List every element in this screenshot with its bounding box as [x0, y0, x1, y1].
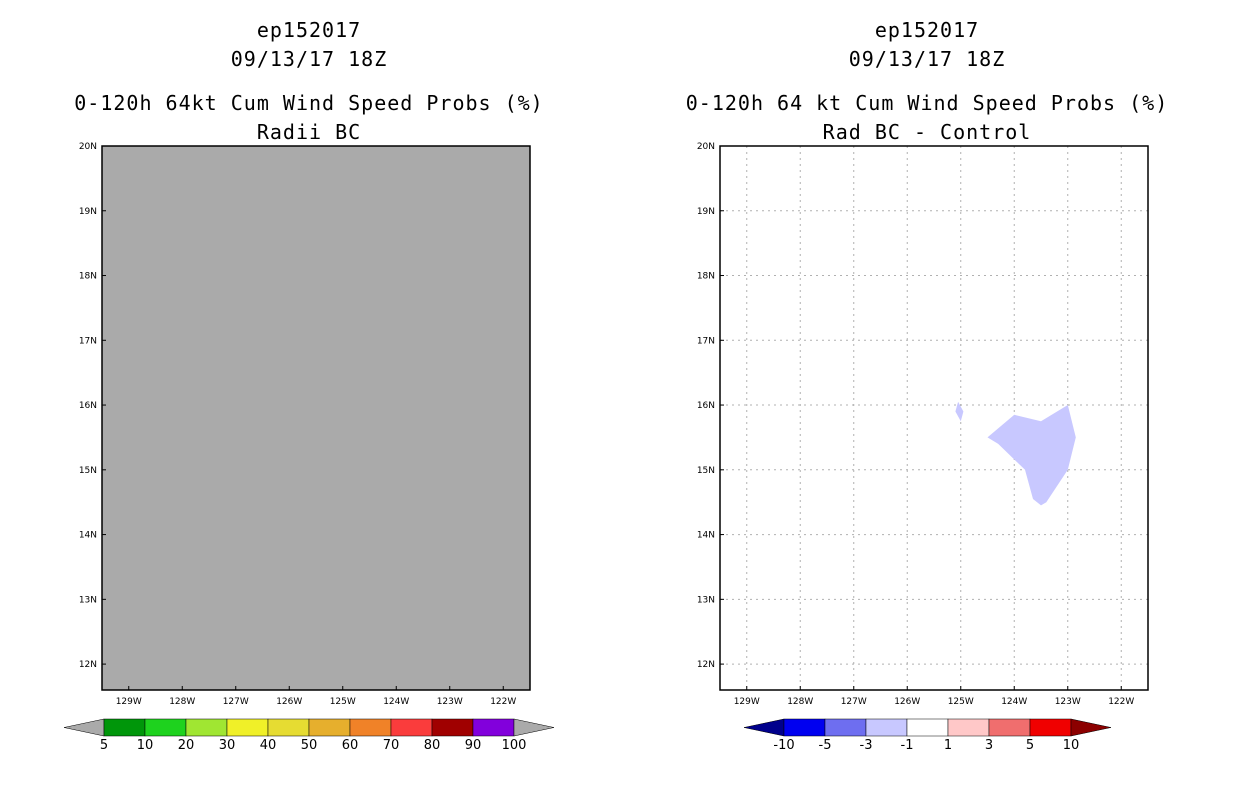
- colorbar-label: 100: [502, 738, 527, 753]
- colorbar-label: 5: [1026, 738, 1034, 753]
- colorbar-label: 10: [1063, 738, 1080, 753]
- colorbar-segment: [431, 718, 474, 737]
- y-tick-label: 15N: [79, 466, 97, 476]
- x-tick-label: 122W: [490, 697, 516, 707]
- y-tick-label: 14N: [697, 531, 715, 541]
- x-tick-label: 127W: [223, 697, 249, 707]
- colorbar-segment: [390, 718, 433, 737]
- colorbar-segment: [226, 718, 269, 737]
- map-plot-radii-bc: 129W 128W 127W 126W 125W 124W 123W 122W 12N 13N 14…: [63, 142, 555, 753]
- x-tick-label: 126W: [276, 697, 302, 707]
- colorbar-label: 50: [301, 738, 318, 753]
- x-tick-label: 129W: [116, 697, 142, 707]
- x-tick-label: 126W: [894, 697, 920, 707]
- colorbar-under-arrow: [743, 718, 785, 737]
- y-tick-label: 16N: [79, 401, 97, 411]
- y-tick-label: 12N: [79, 660, 97, 670]
- diff-region-small: [955, 401, 964, 422]
- x-tick-label: 128W: [169, 697, 195, 707]
- x-tick-label: 128W: [787, 697, 813, 707]
- colorbar-segment: [865, 718, 908, 737]
- x-tick-label: 123W: [1055, 697, 1081, 707]
- chart-title: 0-120h 64kt Cum Wind Speed Probs (%): [74, 91, 544, 115]
- y-tick-label: 13N: [79, 595, 97, 605]
- colorbar-segment: [267, 718, 310, 737]
- plot-frame: [719, 145, 1149, 691]
- x-tick-label: 124W: [1001, 697, 1027, 707]
- y-tick-label: 15N: [697, 466, 715, 476]
- x-tick-label: 122W: [1108, 697, 1134, 707]
- colorbar-segment: [144, 718, 187, 737]
- colorbar-segment: [1029, 718, 1072, 737]
- colorbar-label: 70: [383, 738, 400, 753]
- colorbar-label: -3: [860, 738, 873, 753]
- y-tick-label: 16N: [697, 401, 715, 411]
- diff-region-large: [987, 405, 1076, 506]
- x-tick-label: 125W: [330, 697, 356, 707]
- chart-title: 0-120h 64 kt Cum Wind Speed Probs (%): [685, 91, 1169, 115]
- valid-time: 09/13/17 18Z: [848, 47, 1006, 71]
- y-tick-label: 13N: [697, 595, 715, 605]
- y-tick-label: 18N: [79, 272, 97, 282]
- y-tick-label: 19N: [697, 207, 715, 217]
- x-tick-label: 124W: [383, 697, 409, 707]
- colorbar-segment: [472, 718, 515, 737]
- colorbar-label: 20: [178, 738, 195, 753]
- colorbar-segment: [185, 718, 228, 737]
- plot-field: [102, 146, 530, 690]
- colorbar-segment: [947, 718, 990, 737]
- colorbar-segment: [349, 718, 392, 737]
- colorbar-under-arrow: [63, 718, 105, 737]
- colorbar-segment: [906, 718, 949, 737]
- colorbar-segment: [988, 718, 1031, 737]
- colorbar-label: 40: [260, 738, 277, 753]
- x-tick-label: 129W: [734, 697, 760, 707]
- colorbar-label: 3: [985, 738, 993, 753]
- y-tick-label: 20N: [697, 142, 715, 152]
- colorbar-segment: [783, 718, 826, 737]
- y-tick-label: 17N: [697, 336, 715, 346]
- y-tick-label: 18N: [697, 272, 715, 282]
- colorbar-segment: [103, 718, 146, 737]
- y-tick-label: 20N: [79, 142, 97, 152]
- colorbar-label: 1: [944, 738, 952, 753]
- map-plot-rad-bc-minus-control: 129W 128W 127W 126W 125W 124W 123W 122W 12N 13N 14…: [697, 142, 1149, 753]
- storm-id: ep152017: [874, 18, 980, 42]
- colorbar-label: 90: [465, 738, 482, 753]
- colorbar-label: 5: [100, 738, 108, 753]
- colorbar-label: -10: [773, 738, 794, 753]
- valid-time: 09/13/17 18Z: [230, 47, 388, 71]
- chart-subtitle: Radii BC: [256, 120, 362, 144]
- chart-subtitle: Rad BC - Control: [822, 120, 1032, 144]
- x-tick-label: 123W: [437, 697, 463, 707]
- colorbar-label: 60: [342, 738, 359, 753]
- colorbar-label: -1: [901, 738, 914, 753]
- x-tick-label: 127W: [841, 697, 867, 707]
- y-tick-label: 17N: [79, 336, 97, 346]
- plot-frame: [101, 145, 531, 691]
- y-tick-label: 12N: [697, 660, 715, 670]
- storm-id: ep152017: [256, 18, 362, 42]
- colorbar-label: 80: [424, 738, 441, 753]
- colorbar-over-arrow: [513, 718, 555, 737]
- colorbar-label: -5: [819, 738, 832, 753]
- colorbar-segment: [824, 718, 867, 737]
- panel-rad-bc-minus-control: ep152017 09/13/17 18Z 0-120h 64 kt Cum W…: [618, 0, 1236, 800]
- y-tick-label: 19N: [79, 207, 97, 217]
- panel-radii-bc: ep152017 09/13/17 18Z 0-120h 64kt Cum Wi…: [63, 18, 555, 753]
- x-tick-label: 125W: [948, 697, 974, 707]
- colorbar-segment: [308, 718, 351, 737]
- colorbar-label: 10: [137, 738, 154, 753]
- colorbar-label: 30: [219, 738, 236, 753]
- y-tick-label: 14N: [79, 531, 97, 541]
- plot-field: [720, 146, 1148, 690]
- colorbar-over-arrow: [1070, 718, 1112, 737]
